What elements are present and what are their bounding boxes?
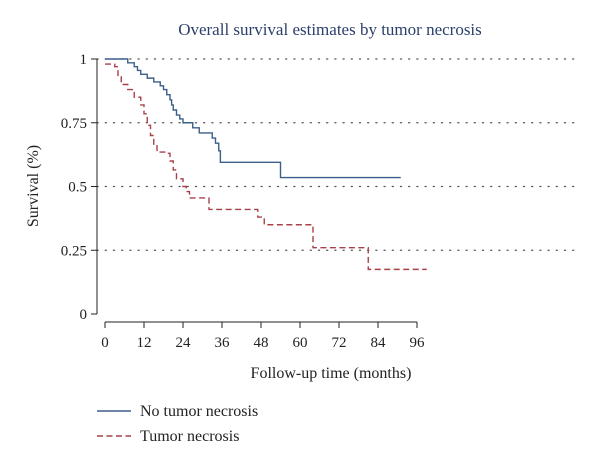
x-tick-label-3: 36	[215, 335, 231, 351]
chart-title: Overall survival estimates by tumor necr…	[178, 20, 482, 39]
y-tick-label-0: 0	[80, 307, 88, 323]
ticks-layer: 0 0.25 0.5 0.75 1 0 12 24 36 48 60 72 84 96	[61, 52, 425, 351]
grid-layer	[96, 58, 576, 251]
x-tick-label-7: 84	[371, 335, 387, 351]
legend-label-1: Tumor necrosis	[140, 428, 239, 445]
y-tick-label-3: 0.75	[61, 116, 87, 132]
legend-label-0: No tumor necrosis	[140, 403, 258, 420]
x-tick-label-2: 24	[176, 335, 192, 351]
x-tick-label-4: 48	[254, 335, 269, 351]
y-axis-label: Survival (%)	[25, 145, 42, 227]
legend: No tumor necrosis Tumor necrosis	[97, 403, 258, 445]
x-tick-label-8: 96	[410, 335, 426, 351]
axes-layer	[96, 59, 417, 323]
y-tick-label-1: 0.25	[61, 243, 87, 259]
series-line-no-tumor-necrosis	[105, 58, 401, 179]
y-tick-label-2: 0.5	[68, 180, 87, 196]
series-layer	[105, 58, 427, 271]
x-tick-label-5: 60	[293, 335, 308, 351]
series-line-tumor-necrosis	[105, 63, 427, 271]
y-tick-label-4: 1	[80, 52, 88, 68]
x-tick-label-0: 0	[101, 335, 109, 351]
x-tick-label-1: 12	[137, 335, 152, 351]
x-tick-label-6: 72	[332, 335, 347, 351]
x-axis-label: Follow-up time (months)	[251, 365, 412, 382]
